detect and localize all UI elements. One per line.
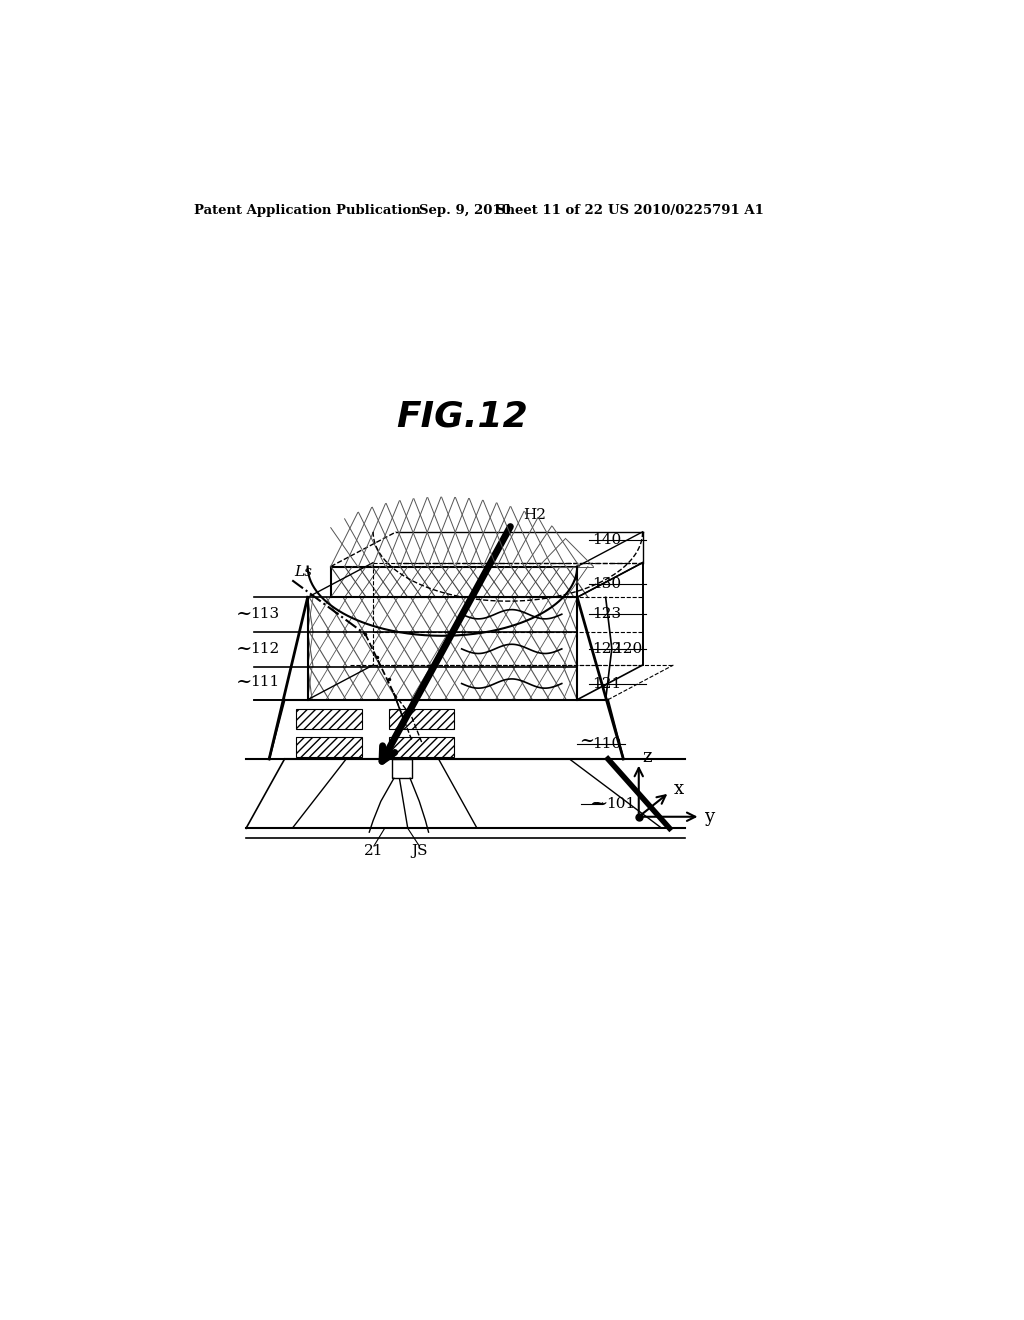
Text: 130: 130 <box>593 577 622 591</box>
Text: 111: 111 <box>250 675 280 689</box>
Text: Patent Application Publication: Patent Application Publication <box>194 205 421 218</box>
Text: 123: 123 <box>593 607 622 622</box>
Text: 140: 140 <box>593 532 622 546</box>
Text: ~: ~ <box>590 795 604 813</box>
Text: ~: ~ <box>237 673 253 690</box>
Text: Sheet 11 of 22: Sheet 11 of 22 <box>497 205 603 218</box>
Text: Ls: Ls <box>295 565 312 579</box>
Text: US 2010/0225791 A1: US 2010/0225791 A1 <box>608 205 764 218</box>
Text: JS: JS <box>411 845 428 858</box>
Text: ~: ~ <box>237 606 253 623</box>
Text: 21: 21 <box>365 845 384 858</box>
Text: 112: 112 <box>250 642 280 656</box>
Bar <box>392 759 412 779</box>
Text: 120: 120 <box>613 642 643 656</box>
Text: H2: H2 <box>523 508 546 521</box>
Text: Sep. 9, 2010: Sep. 9, 2010 <box>419 205 511 218</box>
Text: 122: 122 <box>593 642 622 656</box>
Text: x: x <box>674 780 684 799</box>
Bar <box>296 737 361 756</box>
Text: y: y <box>705 808 715 826</box>
Bar <box>388 709 454 729</box>
Text: 121: 121 <box>593 677 622 690</box>
Text: 110: 110 <box>593 737 622 751</box>
Bar <box>296 709 361 729</box>
Text: ~: ~ <box>237 640 253 657</box>
Text: ~: ~ <box>579 733 594 750</box>
Text: z: z <box>643 747 652 766</box>
Text: 101: 101 <box>605 797 635 810</box>
Bar <box>388 737 454 756</box>
Text: FIG.12: FIG.12 <box>396 400 527 433</box>
Text: 113: 113 <box>250 607 279 622</box>
Text: ~: ~ <box>592 795 608 813</box>
